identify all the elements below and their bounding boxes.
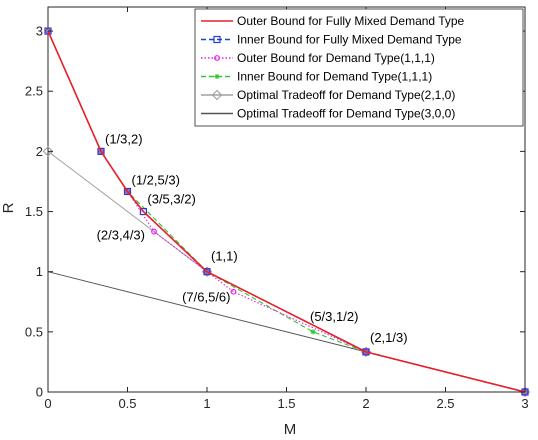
- y-tick-label: 0.5: [25, 324, 43, 339]
- legend-box: [194, 8, 524, 127]
- point-annotation: (2/3,4/3): [97, 228, 145, 243]
- legend-marker: [213, 35, 221, 44]
- y-axis-label: R: [0, 202, 17, 213]
- series-5-point: [42, 146, 54, 157]
- legend-entry: Outer Bound for Fully Mixed Demand Type: [201, 14, 465, 28]
- point-annotation: (3/5,3/2): [147, 192, 195, 207]
- point-annotation: (1,1): [211, 249, 238, 264]
- x-tick-label: 0.5: [118, 396, 136, 411]
- series-group: [42, 27, 531, 398]
- x-axis-label: M: [284, 421, 297, 438]
- series-5: [42, 146, 531, 398]
- series-4-point: [310, 329, 316, 335]
- annotation-group: (1/3,2) (1/2,5/3) (3/5,3/2) (2/3,4/3) (1,1) (…: [97, 131, 408, 345]
- legend-label: Optimal Tradeoff for Demand Type(3,0,0): [237, 107, 455, 121]
- legend-entry: Outer Bound for Demand Type(1,1,1): [201, 51, 435, 65]
- x-tick-label: 1.5: [277, 396, 295, 411]
- series-2-point: [123, 187, 132, 196]
- legend-entry: Optimal Tradeoff for Demand Type(3,0,0): [201, 107, 455, 121]
- tick-label-group: 0 0.5 1 1.5 2 2.5 3 0 0.5 1 1.5 2 2.5 3: [25, 7, 529, 411]
- series-line-3: [47, 30, 526, 393]
- legend-label: Outer Bound for Demand Type(1,1,1): [237, 51, 435, 65]
- legend-label: Optimal Tradeoff for Demand Type(2,1,0): [237, 88, 455, 102]
- point-annotation: (5/3,1/2): [310, 309, 358, 324]
- x-tick-label: 0: [44, 396, 51, 411]
- y-tick-label: 3: [36, 24, 43, 39]
- legend-marker: [211, 89, 223, 101]
- series-2-point: [203, 268, 211, 276]
- y-tick-label: 2.5: [25, 84, 43, 99]
- legend-entry: Optimal Tradeoff for Demand Type(2,1,0): [201, 88, 455, 102]
- legend-entry: Inner Bound for Fully Mixed Demand Type: [201, 33, 462, 47]
- legend-label: Inner Bound for Demand Type(1,1,1): [237, 70, 432, 84]
- point-annotation: (7/6,5/6): [182, 290, 230, 305]
- legend: Outer Bound for Fully Mixed Demand Type I…: [194, 8, 524, 127]
- legend-label: Outer Bound for Fully Mixed Demand Type: [237, 14, 465, 28]
- series-3-point: [124, 188, 131, 195]
- series-line-5: [47, 150, 526, 393]
- legend-marker: [214, 55, 220, 61]
- point-annotation: (1/3,2): [105, 131, 143, 146]
- x-tick-label: 2: [362, 396, 369, 411]
- y-tick-label: 1.5: [25, 204, 43, 219]
- y-tick-label: 2: [36, 144, 43, 159]
- series-1: [47, 30, 526, 393]
- y-tick-label: 0: [36, 385, 43, 400]
- legend-marker: [214, 73, 220, 80]
- x-tick-label: 2.5: [436, 396, 454, 411]
- series-2-point: [139, 207, 147, 216]
- point-annotation: (1/2,5/3): [132, 172, 180, 187]
- point-annotation: (2,1/3): [370, 330, 408, 345]
- y-tick-label: 1: [36, 264, 43, 279]
- series-3-point: [151, 228, 157, 235]
- x-tick-label: 1: [203, 396, 210, 411]
- legend-entry: Inner Bound for Demand Type(1,1,1): [201, 70, 432, 84]
- series-2-point: [97, 147, 105, 155]
- series-line-1: [47, 30, 526, 393]
- series-3-point: [230, 288, 237, 295]
- legend-label: Inner Bound for Fully Mixed Demand Type: [237, 33, 462, 47]
- x-tick-label: 3: [521, 396, 528, 411]
- series-3-point: [98, 148, 104, 155]
- series-3-point: [204, 268, 210, 275]
